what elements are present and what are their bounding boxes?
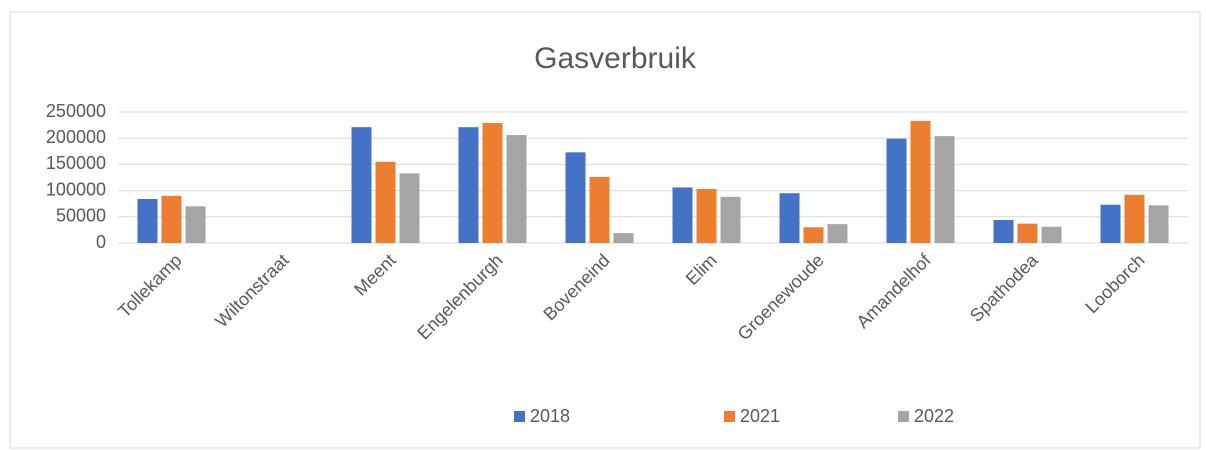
y-tick-label: 200000: [46, 127, 106, 147]
bar: [613, 233, 634, 243]
bar: [910, 120, 931, 243]
bar: [1100, 204, 1121, 243]
bar: [720, 196, 741, 243]
bar: [565, 152, 586, 243]
bar: [827, 224, 848, 243]
bar: [1148, 205, 1169, 243]
bar: [399, 173, 420, 243]
legend-label: 2022: [914, 406, 954, 426]
bar: [589, 176, 610, 243]
bar: [696, 189, 717, 243]
chart-title: Gasverbruik: [534, 42, 697, 75]
bar: [1124, 194, 1145, 243]
bar: [506, 135, 527, 243]
legend-swatch: [724, 411, 735, 422]
y-tick-label: 150000: [46, 153, 106, 173]
bar: [803, 227, 824, 243]
y-tick-label: 250000: [46, 101, 106, 121]
bar: [672, 187, 693, 243]
bar: [161, 195, 182, 243]
legend-label: 2021: [740, 406, 780, 426]
legend-swatch: [898, 411, 909, 422]
y-tick-label: 0: [96, 232, 106, 252]
bar: [458, 127, 479, 243]
bar: [934, 136, 955, 243]
bar: [482, 123, 503, 243]
bar: [1041, 226, 1062, 243]
legend-swatch: [514, 411, 525, 422]
bar: [779, 193, 800, 243]
bar: [993, 219, 1014, 243]
bar: [351, 127, 372, 243]
legend-label: 2018: [530, 406, 570, 426]
bar: [185, 206, 206, 243]
y-tick-label: 50000: [56, 206, 106, 226]
bar: [375, 161, 396, 243]
bar: [886, 138, 907, 243]
bar: [1017, 223, 1038, 243]
y-tick-label: 100000: [46, 179, 106, 199]
bar: [137, 198, 158, 243]
